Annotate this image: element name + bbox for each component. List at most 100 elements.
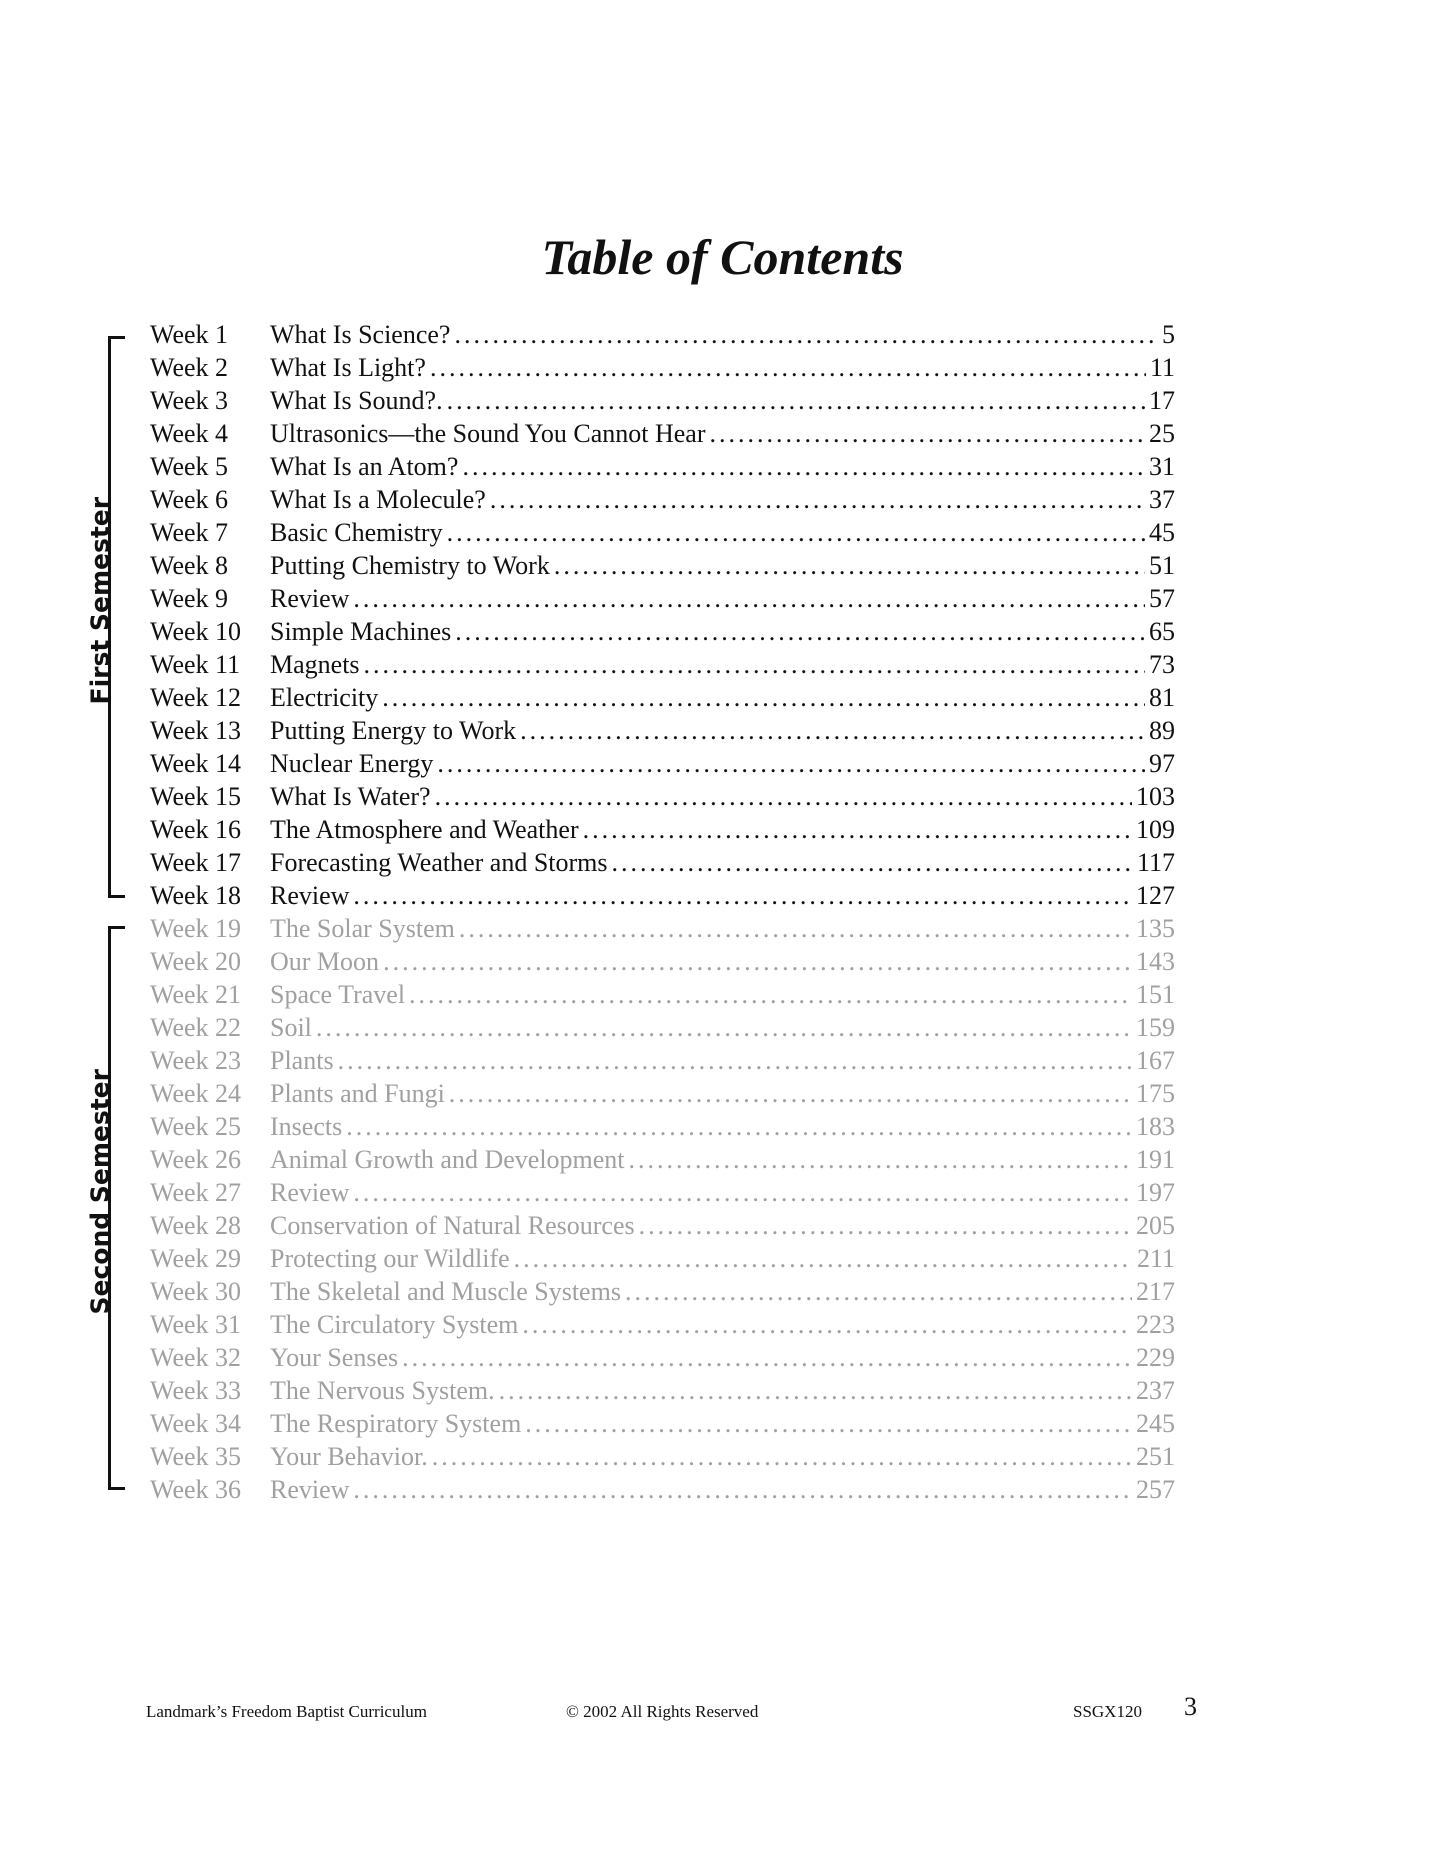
week-label: Week 32 bbox=[150, 1343, 242, 1372]
week-label: Week 2 bbox=[150, 353, 229, 382]
toc-entry: Week 22 Soil.............................… bbox=[150, 1011, 1175, 1044]
dot-leader: ........................................… bbox=[498, 1376, 1132, 1405]
toc-entry: Week 4 Ultrasonics—the Sound You Cannot H… bbox=[150, 417, 1175, 450]
page-ref: 175 bbox=[1136, 1079, 1175, 1108]
dot-leader: ........................................… bbox=[446, 386, 1145, 415]
page-ref: 167 bbox=[1136, 1046, 1175, 1075]
chapter-title: Putting Chemistry to Work bbox=[270, 551, 550, 580]
chapter-title: The Circulatory System bbox=[270, 1310, 519, 1339]
first-semester-bracket bbox=[108, 336, 125, 898]
dot-leader: ........................................… bbox=[709, 419, 1145, 448]
page-ref: 143 bbox=[1136, 947, 1175, 976]
page-ref: 5 bbox=[1162, 320, 1175, 349]
chapter-title: Space Travel bbox=[270, 980, 406, 1009]
page-ref: 117 bbox=[1136, 848, 1175, 877]
dot-leader: ........................................… bbox=[429, 353, 1146, 382]
page-ref: 223 bbox=[1136, 1310, 1175, 1339]
dot-leader: ........................................… bbox=[553, 551, 1145, 580]
chapter-title: Plants and Fungi bbox=[270, 1079, 445, 1108]
chapter-title: Review bbox=[270, 1475, 350, 1504]
week-label: Week 12 bbox=[150, 683, 242, 712]
chapter-title: Nuclear Energy bbox=[270, 749, 434, 778]
week-label: Week 27 bbox=[150, 1178, 242, 1207]
toc-entry: Week 29 Protecting our Wildlife..........… bbox=[150, 1242, 1175, 1275]
toc-entry: Week 19 The Solar System.................… bbox=[150, 912, 1175, 945]
week-label: Week 1 bbox=[150, 320, 229, 349]
dot-leader: ........................................… bbox=[431, 1442, 1132, 1471]
page-ref: 89 bbox=[1149, 716, 1175, 745]
chapter-title: Putting Energy to Work bbox=[270, 716, 517, 745]
week-label: Week 36 bbox=[150, 1475, 242, 1504]
dot-leader: ........................................… bbox=[624, 1277, 1132, 1306]
page-ref: 191 bbox=[1136, 1145, 1175, 1174]
dot-leader: ........................................… bbox=[434, 782, 1132, 811]
page-ref: 127 bbox=[1136, 881, 1175, 910]
toc-entry: Week 36 Review...........................… bbox=[150, 1473, 1175, 1506]
dot-leader: ........................................… bbox=[638, 1211, 1132, 1240]
dot-leader: ........................................… bbox=[353, 1178, 1132, 1207]
chapter-title: Soil bbox=[270, 1013, 312, 1042]
chapter-title: What Is Water? bbox=[270, 782, 431, 811]
chapter-title: Your Senses bbox=[270, 1343, 399, 1372]
page-ref: 97 bbox=[1149, 749, 1175, 778]
toc-entry: Week 24 Plants and Fungi.................… bbox=[150, 1077, 1175, 1110]
chapter-title: Simple Machines bbox=[270, 617, 452, 646]
chapter-title: The Respiratory System bbox=[270, 1409, 522, 1438]
toc-entry: Week 27 Review...........................… bbox=[150, 1176, 1175, 1209]
week-label: Week 30 bbox=[150, 1277, 242, 1306]
week-label: Week 31 bbox=[150, 1310, 242, 1339]
toc-entry: Week 28 Conservation of Natural Resources… bbox=[150, 1209, 1175, 1242]
toc-entry: Week 15 What Is Water?...................… bbox=[150, 780, 1175, 813]
first-semester-label: First Semester bbox=[85, 496, 115, 705]
toc-entry: Week 25 Insects..........................… bbox=[150, 1110, 1175, 1143]
dot-leader: ........................................… bbox=[520, 716, 1145, 745]
page-ref: 103 bbox=[1136, 782, 1175, 811]
page-ref: 229 bbox=[1136, 1343, 1175, 1372]
page-ref: 109 bbox=[1136, 815, 1175, 844]
toc-entry: Week 12 Electricity......................… bbox=[150, 681, 1175, 714]
footer-code: SSGX120 bbox=[1073, 1702, 1142, 1721]
page-ref: 17 bbox=[1149, 386, 1175, 415]
week-label: Week 13 bbox=[150, 716, 242, 745]
chapter-title: Basic Chemistry bbox=[270, 518, 443, 547]
week-label: Week 11 bbox=[150, 650, 241, 679]
week-label: Week 18 bbox=[150, 881, 242, 910]
page-ref: 51 bbox=[1149, 551, 1175, 580]
dot-leader: ........................................… bbox=[337, 1046, 1132, 1075]
dot-leader: ........................................… bbox=[611, 848, 1133, 877]
chapter-title: Review bbox=[270, 584, 350, 613]
page-ref: 183 bbox=[1136, 1112, 1175, 1141]
week-label: Week 9 bbox=[150, 584, 229, 613]
chapter-title: Insects bbox=[270, 1112, 343, 1141]
toc-entry: Week 5 What Is an Atom?..................… bbox=[150, 450, 1175, 483]
week-label: Week 16 bbox=[150, 815, 242, 844]
week-label: Week 3 bbox=[150, 386, 229, 415]
page-ref: 31 bbox=[1149, 452, 1175, 481]
week-label: Week 15 bbox=[150, 782, 242, 811]
chapter-title: What Is Sound?. bbox=[270, 386, 443, 415]
chapter-title: The Nervous System. bbox=[270, 1376, 495, 1405]
dot-leader: ........................................… bbox=[409, 980, 1132, 1009]
toc-entry: Week 9 Review............................… bbox=[150, 582, 1175, 615]
chapter-title: The Solar System bbox=[270, 914, 455, 943]
page-title: Table of Contents bbox=[541, 229, 904, 285]
page-ref: 257 bbox=[1136, 1475, 1175, 1504]
week-label: Week 34 bbox=[150, 1409, 242, 1438]
week-label: Week 6 bbox=[150, 485, 229, 514]
chapter-title: What Is Light? bbox=[270, 353, 426, 382]
dot-leader: ........................................… bbox=[353, 1475, 1132, 1504]
week-label: Week 10 bbox=[150, 617, 242, 646]
page-ref: 37 bbox=[1149, 485, 1175, 514]
page-ref: 159 bbox=[1136, 1013, 1175, 1042]
week-label: Week 5 bbox=[150, 452, 229, 481]
dot-leader: ........................................… bbox=[353, 584, 1145, 613]
chapter-title: The Atmosphere and Weather bbox=[270, 815, 579, 844]
toc-entry: Week 23 Plants...........................… bbox=[150, 1044, 1175, 1077]
dot-leader: ........................................… bbox=[353, 881, 1132, 910]
toc-entry: Week 17 Forecasting Weather and Storms...… bbox=[150, 846, 1175, 879]
chapter-title: Forecasting Weather and Storms bbox=[270, 848, 608, 877]
dot-leader: ........................................… bbox=[383, 947, 1132, 976]
chapter-title: Your Behavior. bbox=[270, 1442, 428, 1471]
second-semester-bracket bbox=[108, 926, 125, 1490]
chapter-title: The Skeletal and Muscle Systems bbox=[270, 1277, 621, 1306]
